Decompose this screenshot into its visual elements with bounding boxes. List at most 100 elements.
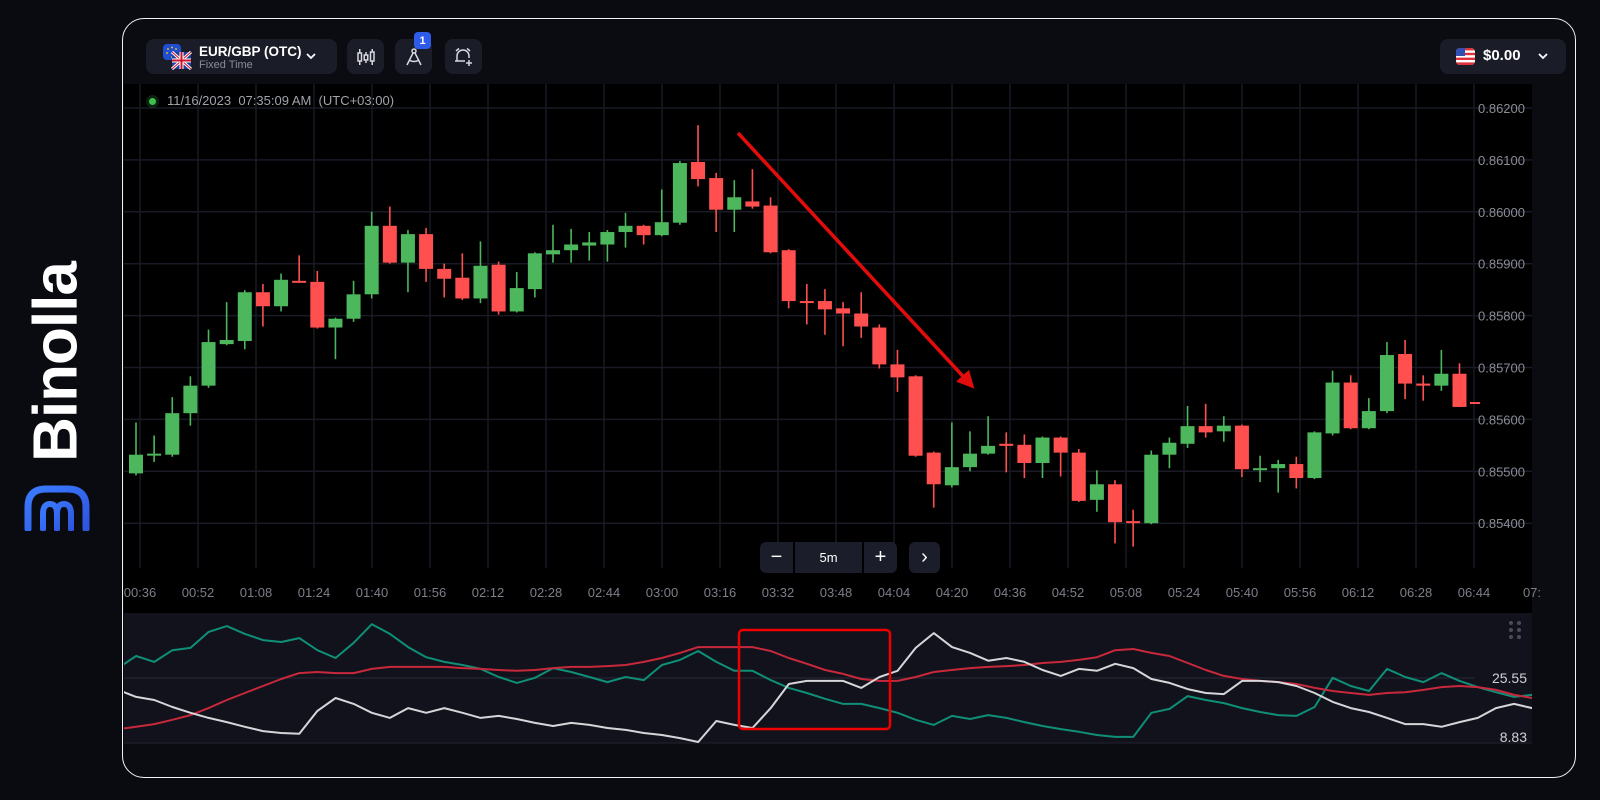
time-tick-label: 01:08 [240, 585, 273, 600]
bullish-candle [1307, 431, 1322, 480]
price-tick-label: 0.85700 [1478, 361, 1525, 376]
candle-body [944, 467, 959, 486]
bearish-candle [491, 261, 506, 315]
bearish-candle [292, 255, 307, 283]
candle-body [1198, 426, 1213, 433]
scroll-to-latest-button[interactable]: › [909, 542, 940, 573]
drag-handle-icon[interactable] [1509, 621, 1521, 639]
bearish-candle [1198, 403, 1213, 438]
bearish-candle [1416, 375, 1431, 401]
time-axis: 00:36 00:52 01:08 01:24 01:40 01:56 02:12 02:28… [124, 585, 1541, 600]
bearish-candle [799, 283, 814, 325]
bearish-candle [1452, 363, 1467, 407]
bullish-candle [183, 376, 198, 426]
time-tick-label: 01:24 [298, 585, 331, 600]
time-tick-label: 04:36 [994, 585, 1027, 600]
bullish-candle [473, 241, 488, 304]
chart-type-button[interactable] [347, 39, 384, 74]
bullish-candle [237, 290, 252, 350]
indicator-line-2 [124, 646, 1532, 730]
timeframe-selector[interactable]: 5m [795, 542, 862, 573]
candle-body [1416, 383, 1431, 386]
crossover-highlight-box [737, 628, 892, 731]
zoom-in-button[interactable]: + [864, 542, 897, 573]
price-tick-label: 0.86200 [1478, 101, 1525, 116]
candle-body [201, 342, 216, 386]
bearish-candle [1126, 509, 1141, 547]
price-tick-label: 0.85900 [1478, 257, 1525, 272]
time-tick-label: 03:48 [820, 585, 853, 600]
indicator-value-label: 8.83 [1500, 729, 1527, 745]
candle-body [1071, 452, 1086, 501]
candle-body [237, 292, 252, 342]
candle-body [400, 234, 415, 263]
bearish-candle [1234, 424, 1249, 478]
bullish-candle [346, 280, 361, 322]
bearish-candle [455, 253, 470, 301]
time-tick-label: 05:40 [1226, 585, 1259, 600]
candle-body [437, 268, 452, 279]
bearish-candle [926, 451, 941, 508]
candle-body [981, 445, 996, 454]
time-tick-label: 02:12 [472, 585, 505, 600]
candle-body [491, 264, 506, 312]
bullish-candle [654, 189, 669, 237]
balance-selector[interactable]: $0.00 [1440, 39, 1566, 74]
price-alert-button[interactable] [445, 39, 482, 74]
zoom-out-button[interactable]: − [760, 542, 793, 573]
candles [129, 125, 1467, 547]
candle-body [1379, 355, 1394, 412]
bullish-candle [1379, 342, 1394, 414]
candle-body [709, 178, 724, 210]
time-tick-label: 05:24 [1168, 585, 1201, 600]
bullish-candle [509, 272, 524, 313]
bearish-candle [763, 197, 778, 254]
candle-body [745, 201, 760, 207]
bearish-candle [1289, 456, 1304, 489]
candle-body [1452, 373, 1467, 407]
candle-body [654, 222, 669, 236]
candle-body [147, 453, 162, 456]
compass-drawing-icon [405, 47, 422, 65]
live-status-dot [149, 98, 156, 105]
candle-body [872, 327, 887, 365]
time-tick-label: 04:04 [878, 585, 911, 600]
us-flag-icon [1456, 48, 1475, 65]
bullish-candle [1144, 450, 1159, 525]
asset-selector[interactable]: EUR/GBP (OTC) Fixed Time [146, 39, 337, 74]
candle-body [219, 339, 234, 345]
candle-body [274, 279, 289, 307]
candle-body [1035, 437, 1050, 463]
bullish-candle [944, 422, 959, 488]
candle-body [1289, 464, 1304, 479]
time-tick-label: 02:28 [530, 585, 563, 600]
candle-body [382, 225, 397, 263]
time-tick-label: 06:28 [1400, 585, 1433, 600]
bearish-candle [1017, 434, 1032, 479]
candle-body [1253, 468, 1268, 471]
bullish-candle [564, 228, 579, 263]
price-tick-label: 0.86100 [1478, 153, 1525, 168]
bearish-candle [1053, 436, 1068, 477]
candle-body [1162, 442, 1177, 455]
time-tick-label: 02:44 [588, 585, 621, 600]
bullish-candle [545, 224, 560, 263]
bearish-candle [781, 249, 796, 309]
candle-body [999, 443, 1014, 446]
bearish-candle [1108, 480, 1123, 544]
candle-body [890, 364, 905, 378]
time-tick-label: 00:36 [124, 585, 157, 600]
candle-body [1017, 444, 1032, 463]
price-tick-label: 0.86000 [1478, 205, 1525, 220]
candle-body [1216, 425, 1231, 432]
time-tick-label: 05:08 [1110, 585, 1143, 600]
time-tick-label: 03:00 [646, 585, 679, 600]
bearish-candle [437, 263, 452, 298]
candle-body [1053, 437, 1068, 453]
bullish-candle [1216, 416, 1231, 442]
candle-body [691, 161, 706, 180]
bearish-candle [382, 206, 397, 264]
indicator-value-label: 25.55 [1492, 670, 1527, 686]
candle-body [473, 265, 488, 299]
